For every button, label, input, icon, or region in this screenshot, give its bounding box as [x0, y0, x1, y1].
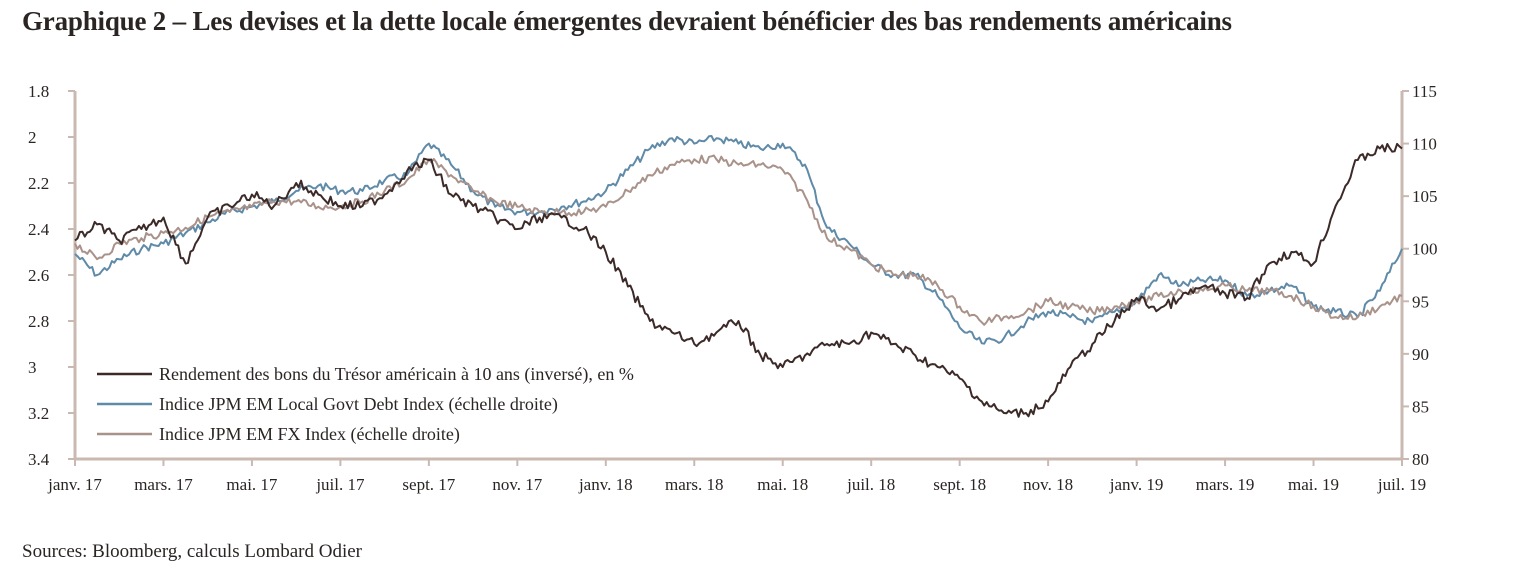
x-tick-label: mars. 17 [134, 475, 193, 494]
x-tick-label: janv. 17 [47, 475, 102, 494]
series-line [74, 154, 1403, 326]
series-line [74, 135, 1403, 345]
x-tick-label: janv. 19 [1109, 475, 1164, 494]
right-tick-label: 110 [1412, 135, 1437, 154]
left-tick-label: 2.8 [28, 312, 49, 331]
right-tick-label: 100 [1412, 240, 1438, 259]
right-tick-label: 95 [1412, 292, 1429, 311]
legend-label: Indice JPM EM FX Index (échelle droite) [159, 424, 460, 445]
chart-title: Graphique 2 – Les devises et la dette lo… [22, 6, 1232, 36]
left-tick-label: 3 [28, 358, 37, 377]
x-tick-label: janv. 18 [578, 475, 633, 494]
right-tick-label: 90 [1412, 345, 1429, 364]
x-tick-label: juil. 18 [846, 475, 895, 494]
left-tick-label: 1.8 [28, 82, 49, 101]
x-tick-label: juil. 19 [1377, 475, 1426, 494]
x-tick-label: juil. 17 [315, 475, 365, 494]
series-line [74, 142, 1403, 418]
x-tick-label: sept. 17 [402, 475, 455, 494]
right-tick-label: 85 [1412, 397, 1429, 416]
x-tick-label: mars. 18 [665, 475, 724, 494]
right-tick-label: 105 [1412, 187, 1438, 206]
x-tick-label: mars. 19 [1196, 475, 1255, 494]
left-tick-label: 2.2 [28, 174, 49, 193]
x-tick-label: mai. 17 [226, 475, 277, 494]
left-tick-label: 3.4 [28, 450, 50, 469]
right-tick-label: 80 [1412, 450, 1429, 469]
left-tick-label: 2 [28, 128, 37, 147]
right-tick-label: 115 [1412, 82, 1437, 101]
legend: Rendement des bons du Trésor américain à… [97, 364, 634, 445]
left-tick-label: 3.2 [28, 404, 49, 423]
series-lines [74, 135, 1403, 418]
x-tick-label: sept. 18 [933, 475, 986, 494]
legend-label: Rendement des bons du Trésor américain à… [159, 364, 634, 385]
x-tick-label: mai. 19 [1288, 475, 1339, 494]
x-tick-label: nov. 18 [1023, 475, 1073, 494]
legend-label: Indice JPM EM Local Govt Debt Index (éch… [159, 394, 558, 415]
source-note: Sources: Bloomberg, calculs Lombard Odie… [22, 541, 362, 562]
axes: 1.8 2 2.2 2.4 2.6 2.8 3 3.2 3.4 115 110 105 100 95 90 8… [28, 82, 1438, 494]
x-tick-label: nov. 17 [492, 475, 542, 494]
left-tick-label: 2.6 [28, 266, 49, 285]
x-tick-label: mai. 18 [757, 475, 808, 494]
left-tick-label: 2.4 [28, 220, 50, 239]
